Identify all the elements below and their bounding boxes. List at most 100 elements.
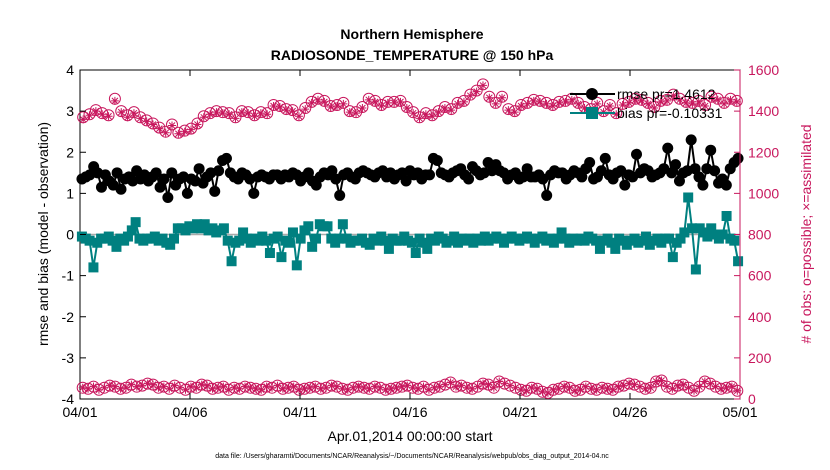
obs-possible-point [540,96,553,109]
obs-assimilated-point [231,114,240,123]
obs-assimilated-point [225,110,234,119]
obs-possible-point [362,92,375,105]
bias-point [238,227,249,238]
obs-assimilated-point [459,97,468,106]
obs-assimilated-point [212,108,221,117]
bias-point [88,262,99,273]
obs-assimilated-point [663,96,672,105]
rmse-point [693,171,705,183]
obs-assimilated-point [313,95,322,104]
bias-series-group [76,192,744,275]
x-tick-label: 05/01 [722,404,757,420]
obs-assimilated-point [377,101,386,110]
obs-possible-point [508,105,521,118]
obs-assimilated-point [522,386,531,395]
obs-assimilated-point [548,101,557,110]
obs-assimilated-point [206,110,215,119]
obs-possible-point [438,101,451,114]
obs-assimilated-point [504,106,513,115]
rmse-point [162,191,174,203]
obs-possible-point [96,107,109,120]
bias-point [610,243,621,254]
obs-assimilated-point [675,95,684,104]
obs-assimilated-point [117,108,126,117]
obs-assimilated-point [733,386,742,395]
obs-possible-point [197,110,210,123]
x-tick-label: 04/11 [283,404,317,420]
rmse-point [631,148,643,160]
obs-assimilated-point [364,95,373,104]
obs-assimilated-point [565,383,574,392]
obs-assimilated-point [491,99,500,108]
obs-possible-point [305,95,318,108]
obs-assimilated-point [352,109,361,118]
bias-point [284,237,295,248]
obs-assimilated-point [345,108,354,117]
chart-title: Northern Hemisphere [340,26,483,42]
obs-possible-point [603,98,616,111]
bias-point [322,221,333,232]
obs-assimilated-point [646,383,655,392]
rmse-point [115,183,127,195]
bias-point [218,223,229,234]
x-axis-label: Apr.01,2014 00:00:00 start [327,428,492,444]
obs-assimilated-point [428,112,437,121]
bias-point [199,219,210,230]
rmse-point [154,181,166,193]
bias-point [111,241,122,252]
x-tick-label: 04/21 [502,404,537,420]
legend-rmse-marker [586,88,598,100]
obs-assimilated-point [326,103,335,112]
obs-assimilated-point [727,382,736,391]
rmse-point [158,173,170,185]
rmse-point [334,189,346,201]
rmse-point [666,167,678,179]
obs-possible-point [216,106,229,119]
obs-possible-point [635,93,648,106]
y-tick-label: -1 [62,268,75,284]
obs-possible-point [699,98,712,111]
obs-assimilated-point [536,97,545,106]
bias-point [690,264,701,275]
obs-assimilated-point [656,97,665,106]
bias-point [721,210,732,221]
obs-assimilated-point [637,96,646,105]
obs-assimilated-point [434,108,443,117]
obs-possible-point [534,94,547,107]
right-y-axis-ticks: 0 200 400 600 800 1000 1200 1400 1600 [734,62,779,407]
chart-subtitle: RADIOSONDE_TEMPERATURE @ 150 hPa [271,47,554,63]
obs-assimilated-point [263,110,272,119]
obs-assimilated-point [612,110,621,119]
obs-possible-point [191,117,204,130]
obs-possible-point [299,102,312,115]
obs-possible-point [115,105,128,118]
obs-assimilated-point [668,384,677,393]
bias-point [556,227,567,238]
obs-assimilated-point [542,99,551,108]
bias-point [383,243,394,254]
obs-possible-point [667,88,680,101]
obs-possible-point [724,92,737,105]
obs-possible-point [146,117,159,130]
obs-assimilated-point [390,98,399,107]
right-y-tick-label: 200 [748,350,772,366]
bias-point [295,233,306,244]
obs-possible-point [502,103,515,116]
obs-assimilated-point [181,385,190,394]
bias-point [287,227,298,238]
bias-point [337,219,348,230]
rmse-point [599,152,611,164]
obs-assimilated-point [383,98,392,107]
obs-assimilated-point [650,104,659,113]
obs-possible-point [83,108,96,121]
bias-point [276,252,287,263]
obs-possible-point [394,94,407,107]
bias-point [380,235,391,246]
legend-bias-label: bias pr=-0.10331 [617,105,723,121]
obs-assimilated-point [294,112,303,121]
obs-assimilated-point [136,114,145,123]
obs-assimilated-point [694,97,703,106]
bias-point [729,235,740,246]
right-y-tick-label: 400 [748,309,772,325]
